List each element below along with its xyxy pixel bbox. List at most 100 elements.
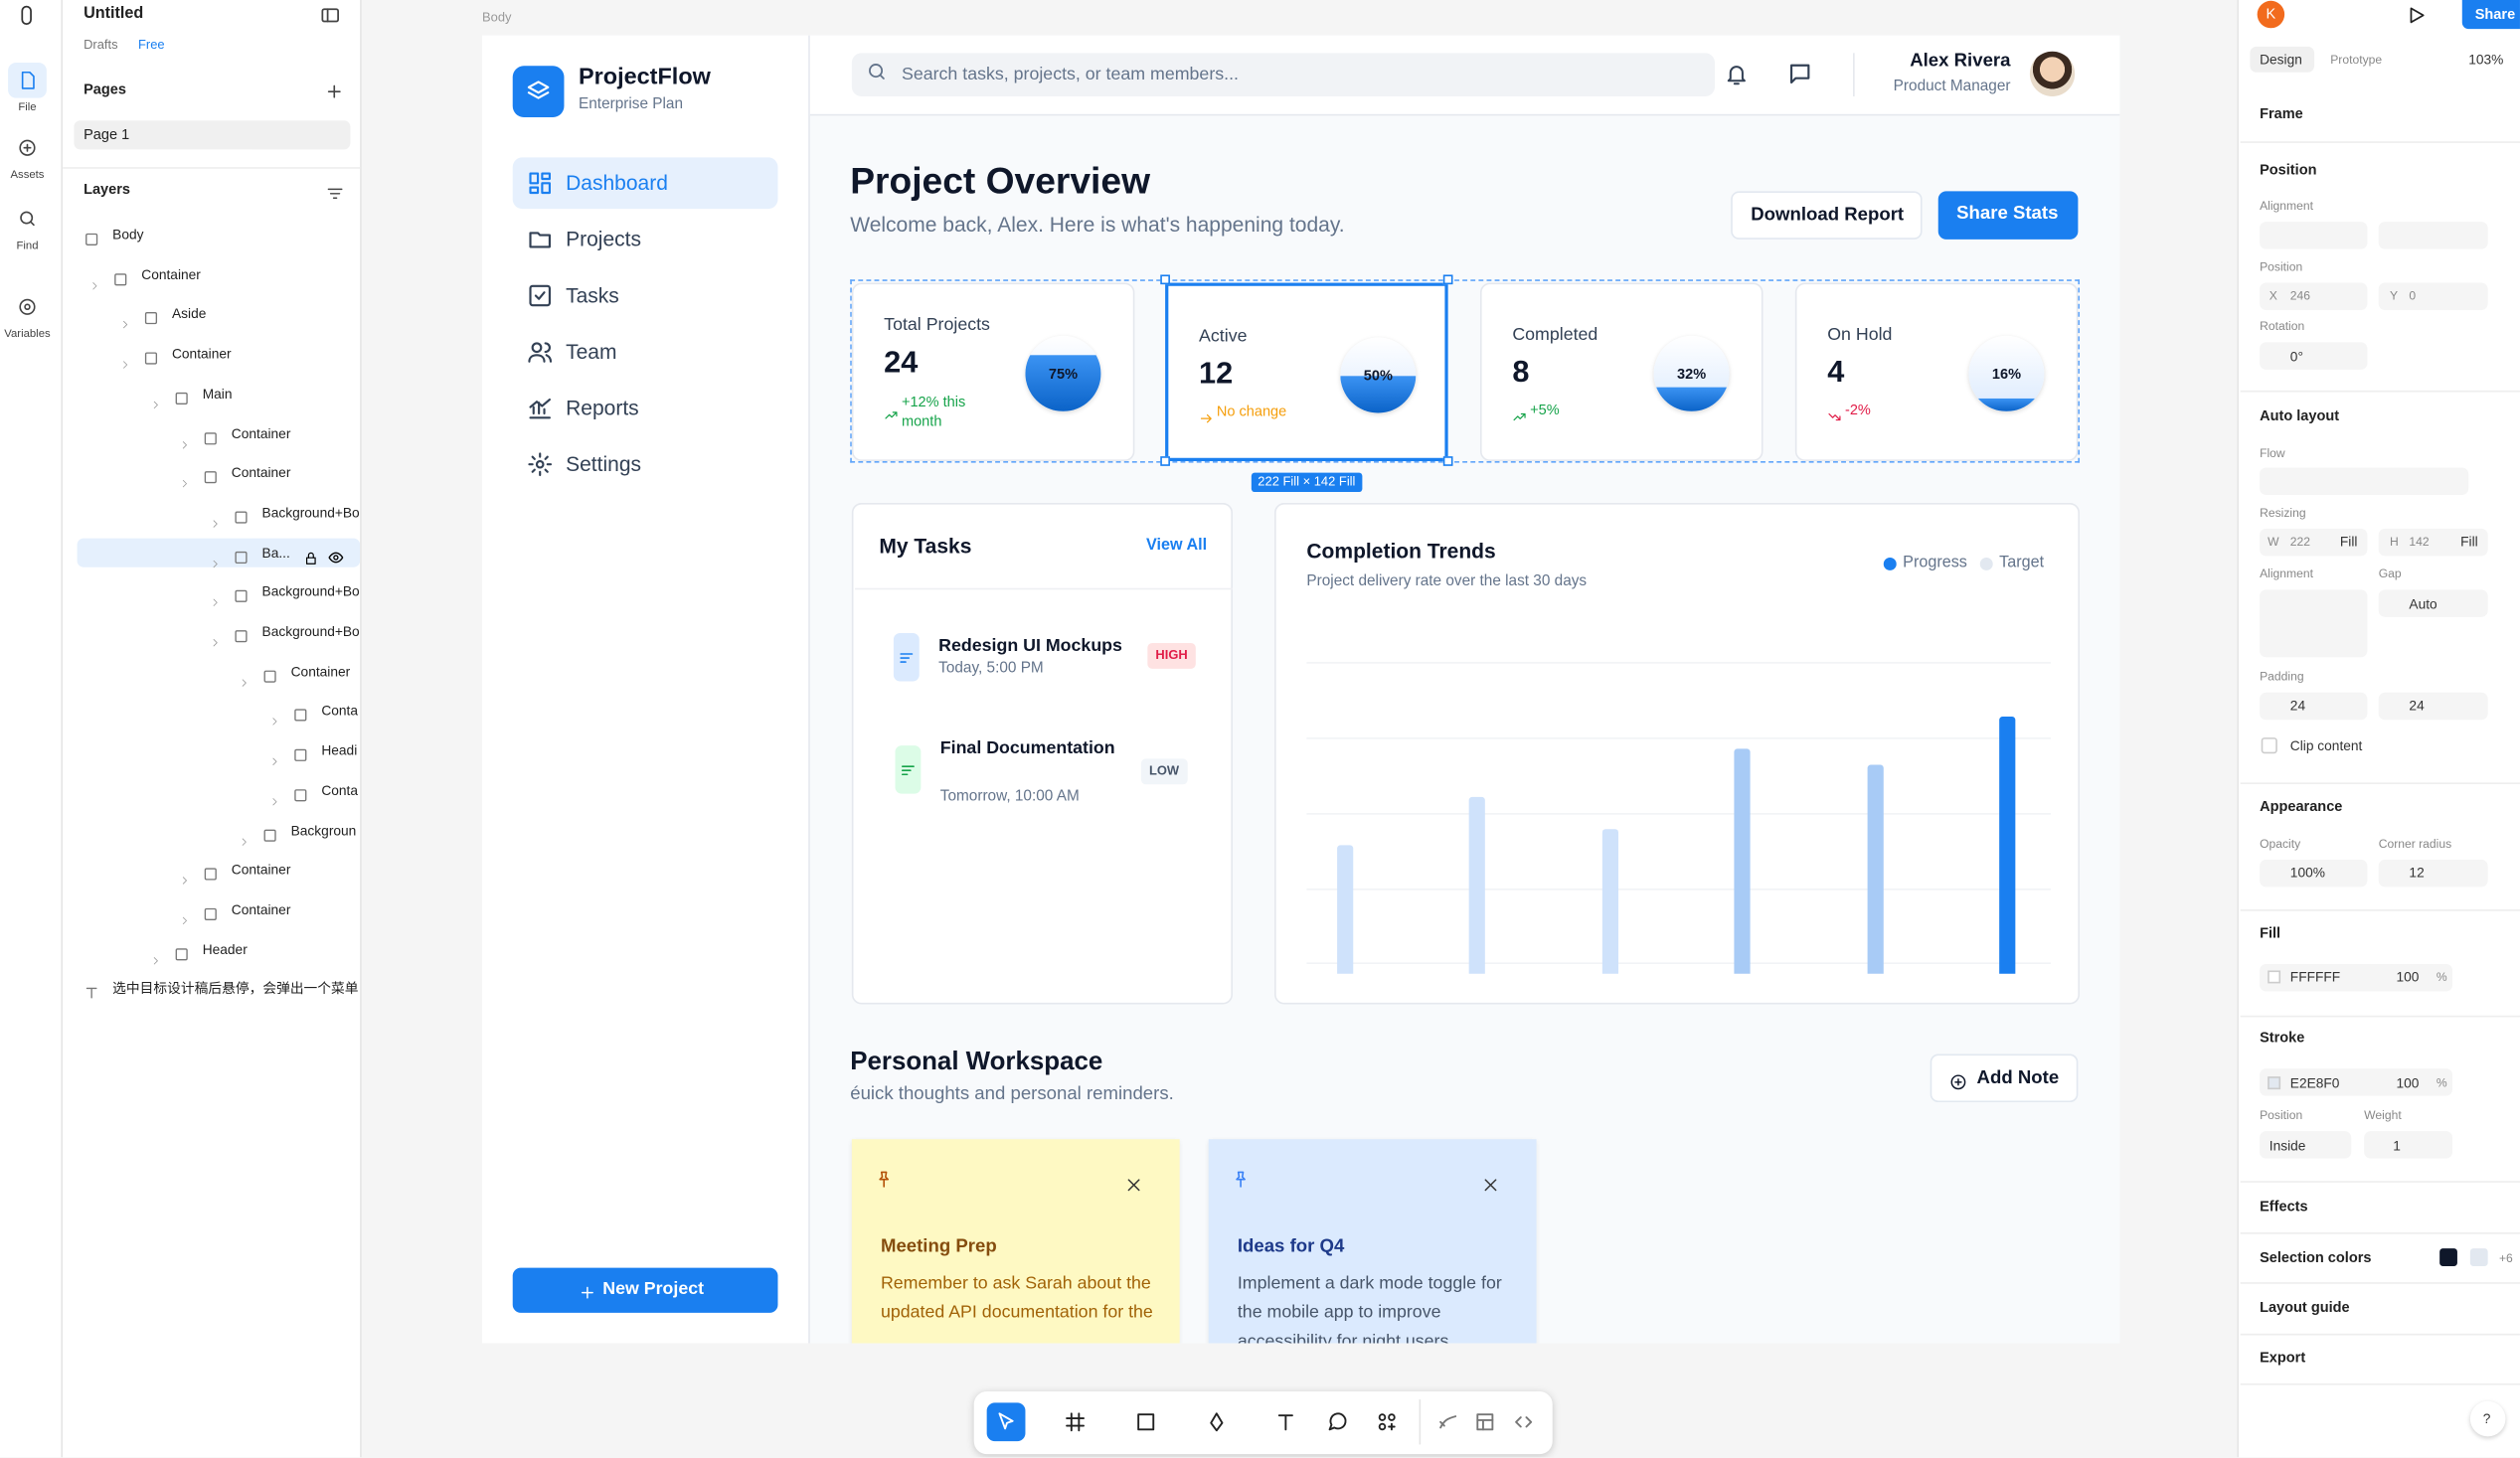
input-box[interactable] [2260,964,2453,992]
tool-button[interactable] [1134,1410,1157,1433]
tool-button[interactable] [1376,1410,1399,1433]
play-icon[interactable] [2406,5,2427,26]
input-box[interactable] [2378,528,2488,557]
tool-button[interactable] [1326,1410,1349,1433]
sidebar-toggle[interactable] [320,5,341,26]
input-box[interactable] [2260,342,2368,370]
input-box[interactable] [2260,1131,2352,1159]
layer-name[interactable]: Container [171,345,232,362]
icon-part [182,916,187,924]
tool-button[interactable] [995,1410,1018,1433]
layer-name[interactable]: Headi [321,741,358,759]
input-box[interactable] [2378,589,2488,617]
layer-name[interactable]: Background+Bo [261,583,360,600]
tool-button[interactable] [1474,1410,1497,1433]
icon-part [901,765,915,776]
layer-name[interactable]: Background+Bo [261,504,360,521]
stat-card[interactable]: Completed 8 +5% 32% [1479,282,1764,461]
tool-button[interactable] [1064,1410,1087,1433]
nav-item[interactable]: Reports [566,396,639,420]
input-box[interactable] [2260,692,2368,721]
chat-icon[interactable] [1787,61,1813,86]
input-box[interactable] [2378,222,2488,249]
tool-button[interactable] [1206,1410,1229,1433]
download-button[interactable]: Download Report [1731,191,1923,240]
panel-text[interactable]: Prototype [2330,52,2383,68]
task-title[interactable]: Redesign UI Mockups [938,636,1122,656]
stat-card[interactable]: Active 12 No change 50% [1165,282,1448,461]
rail-label: Variables [4,329,51,341]
color-swatch [2439,1248,2457,1266]
tool-button[interactable] [1512,1410,1535,1433]
view-all-link[interactable]: View All [1146,536,1208,555]
input-box[interactable] [2364,1131,2453,1159]
input-box[interactable] [2260,467,2469,495]
input-box[interactable] [2260,282,2368,311]
input-box[interactable] [2260,1068,2453,1096]
layer-name[interactable]: Container [141,265,201,282]
input-box[interactable] [2260,222,2368,249]
input-box[interactable] [2378,692,2488,721]
page-name[interactable]: Page 1 [84,126,130,143]
help-button[interactable] [2469,1400,2506,1437]
icon-part [114,272,127,285]
close-icon[interactable] [1482,1173,1500,1192]
layer-name[interactable]: Backgroun [290,821,357,838]
layer-name[interactable]: Body [112,226,144,243]
panel-text: 100 [2396,1074,2420,1091]
share-button[interactable]: Share [2461,0,2520,30]
layer-name[interactable]: Container [231,900,291,917]
icon-part [235,630,248,643]
tool-button[interactable] [1274,1410,1297,1433]
layer-name[interactable]: 选中目标设计稿后悬停，会弹出一个菜单 [112,980,359,997]
layer-name[interactable]: Header [202,940,248,957]
layer-name[interactable]: Conta [321,781,359,799]
gauge: 32% [1653,335,1730,411]
panel-text[interactable]: Design [2260,51,2302,68]
nav-item[interactable]: Projects [566,227,642,251]
nav-item[interactable]: Dashboard [566,170,668,195]
layer-name[interactable]: Aside [171,305,207,322]
tool-button[interactable] [1436,1410,1459,1433]
task-title[interactable]: Final Documentation [939,738,1115,759]
header-divider [1853,53,1855,97]
account-avatar[interactable]: K [2257,0,2285,29]
input-box[interactable] [2378,282,2488,311]
add-note-button[interactable]: Add Note [1930,1053,2079,1103]
lock-icon [304,544,319,565]
share-stats-button[interactable]: Share Stats [1937,191,2079,240]
icon-part [885,411,898,419]
layer-name[interactable]: Ba... [261,544,290,561]
search-box[interactable] [851,53,1716,97]
nav-item[interactable]: Team [566,339,617,364]
stat-card[interactable]: Total Projects 24 +12% this month 75% [851,282,1135,461]
icon-part [1328,1412,1347,1431]
user-role: Product Manager [1893,78,2011,95]
panel-text[interactable]: ? [2482,1410,2491,1427]
layer-name[interactable]: Main [202,385,233,402]
task-time: Today, 5:00 PM [938,659,1044,678]
input-box[interactable] [2378,859,2488,888]
add-page[interactable] [325,81,344,99]
nav-item[interactable]: Settings [566,451,642,476]
layer-name[interactable]: Container [231,424,291,441]
nav-item[interactable]: Tasks [566,282,619,308]
layer-caret [211,508,221,528]
icon-part [153,401,158,408]
layer-caret [90,269,100,289]
layer-name[interactable]: Container [231,861,291,878]
new-project-button[interactable]: New Project [512,1267,778,1313]
close-icon[interactable] [1125,1173,1143,1192]
search-placeholder: Search tasks, projects, or team members.… [901,65,1239,84]
layer-name[interactable]: Container [290,663,351,680]
input-box[interactable] [2260,859,2368,888]
layer-name[interactable]: Background+Bo [261,623,360,640]
layer-name[interactable]: Container [231,464,291,481]
stat-card[interactable]: On Hold 4 -2% 16% [1794,282,2079,461]
input-box[interactable] [2260,589,2368,658]
checkbox[interactable] [2261,737,2277,754]
bell-icon[interactable] [1725,63,1749,86]
input-box[interactable] [2260,528,2368,557]
layer-name[interactable]: Conta [321,702,359,720]
gauge-label: 50% [1363,366,1393,383]
